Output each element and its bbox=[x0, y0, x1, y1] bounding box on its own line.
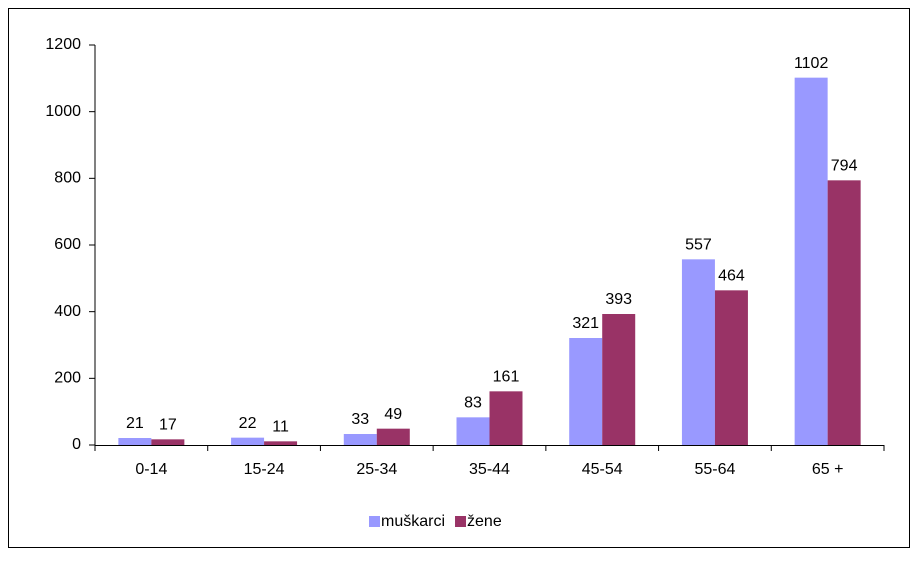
bar bbox=[827, 180, 861, 446]
bar bbox=[456, 417, 490, 445]
value-label: 49 bbox=[384, 406, 402, 423]
x-tick-label: 25-34 bbox=[356, 461, 397, 478]
legend-swatch bbox=[369, 516, 380, 527]
value-label: 161 bbox=[493, 369, 520, 386]
value-label: 33 bbox=[351, 411, 369, 428]
x-tick-label: 65 + bbox=[812, 461, 844, 478]
x-tick-label: 45-54 bbox=[582, 461, 623, 478]
bar bbox=[118, 438, 152, 445]
bar bbox=[343, 434, 377, 445]
bar bbox=[602, 314, 636, 445]
legend-label: žene bbox=[467, 513, 502, 530]
value-label: 17 bbox=[159, 417, 177, 434]
legend-label: muškarci bbox=[381, 513, 445, 530]
value-label: 1102 bbox=[794, 55, 829, 72]
bar bbox=[376, 428, 410, 445]
y-tick-label: 800 bbox=[54, 170, 81, 187]
x-tick-label: 55-64 bbox=[694, 461, 735, 478]
y-tick-label: 0 bbox=[72, 436, 81, 453]
bar bbox=[151, 439, 185, 445]
bar bbox=[714, 290, 748, 445]
value-label: 21 bbox=[126, 415, 144, 432]
value-label: 464 bbox=[718, 268, 745, 285]
value-label: 557 bbox=[685, 237, 712, 254]
y-tick-label: 600 bbox=[54, 236, 81, 253]
y-tick-label: 200 bbox=[54, 370, 81, 387]
x-tick-label: 35-44 bbox=[469, 461, 510, 478]
x-tick-label: 0-14 bbox=[135, 461, 167, 478]
legend-swatch bbox=[455, 516, 467, 527]
value-label: 794 bbox=[831, 158, 858, 175]
chart-frame bbox=[8, 8, 910, 548]
value-label: 22 bbox=[239, 415, 257, 432]
bar bbox=[794, 77, 828, 446]
y-tick-label: 1200 bbox=[45, 36, 81, 53]
bar bbox=[681, 259, 715, 445]
bar bbox=[231, 437, 265, 445]
bar bbox=[264, 441, 298, 445]
y-tick-label: 1000 bbox=[45, 103, 81, 120]
bar bbox=[489, 391, 523, 445]
value-label: 321 bbox=[572, 315, 599, 332]
value-label: 83 bbox=[464, 395, 482, 412]
bar bbox=[569, 338, 603, 445]
y-tick-label: 400 bbox=[54, 303, 81, 320]
x-tick-label: 15-24 bbox=[244, 461, 285, 478]
value-label: 393 bbox=[605, 291, 632, 308]
value-label: 11 bbox=[272, 419, 289, 436]
